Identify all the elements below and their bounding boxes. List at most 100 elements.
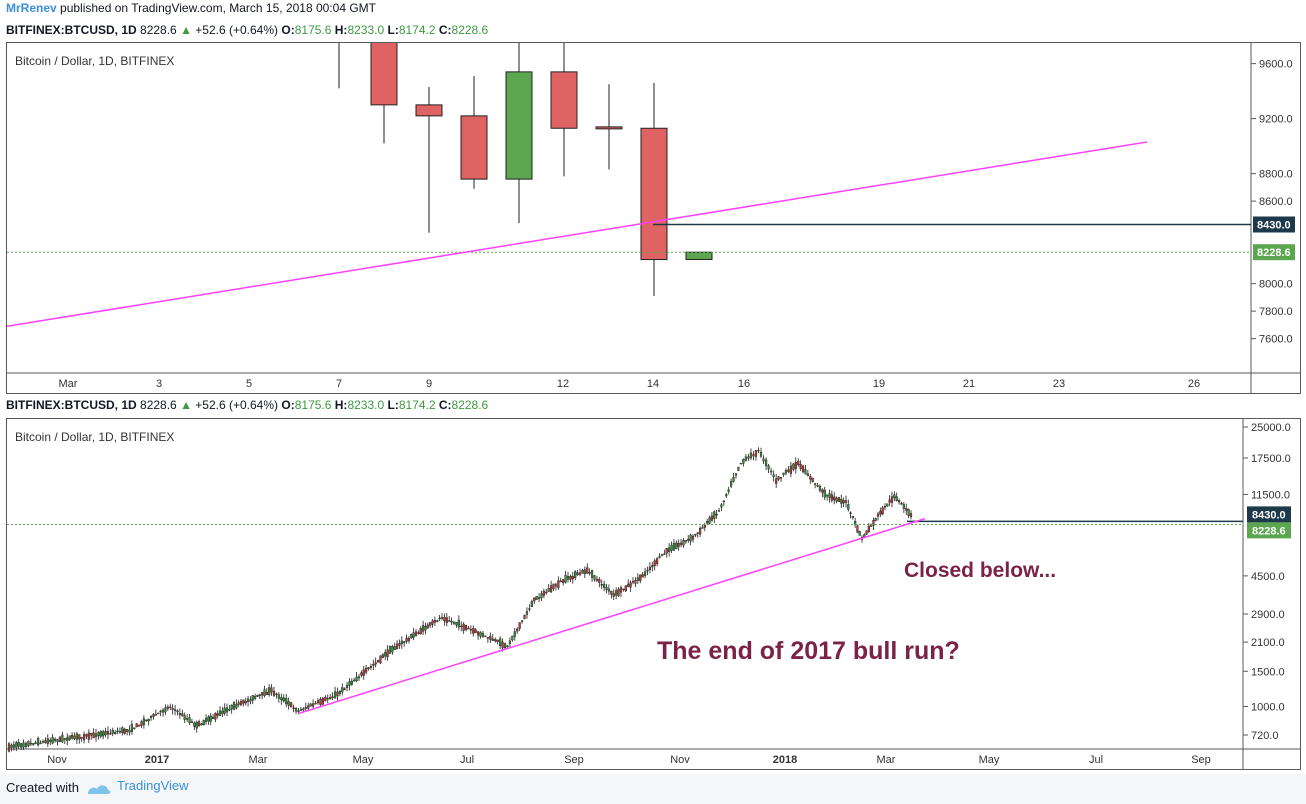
candle-body [130, 724, 133, 732]
candle-body [381, 654, 384, 658]
candle-body [294, 707, 298, 712]
candle-body [22, 742, 25, 748]
candle-body [876, 513, 880, 517]
candle-body [679, 542, 683, 545]
author-link[interactable]: MrRenev [6, 1, 57, 15]
candle-body [564, 575, 567, 583]
high-value: 8233.0 [347, 23, 385, 37]
change-value: +52.6 (+0.64%) [195, 23, 279, 37]
candle-body [605, 586, 608, 591]
candle-body [197, 721, 201, 727]
candle-body [837, 497, 841, 502]
candle-body [82, 734, 86, 741]
candle-body [717, 510, 721, 512]
trendline [297, 517, 926, 715]
publish-text: published on TradingView.com, March 15, … [60, 1, 376, 15]
candle-body [419, 628, 422, 635]
candle-body [282, 697, 285, 702]
candle-body [472, 628, 475, 634]
candle-body [15, 742, 18, 748]
candle-body [646, 569, 649, 572]
candle-body [777, 476, 780, 480]
candle-body [424, 625, 427, 631]
candle-body [20, 743, 23, 748]
candle-body [754, 450, 758, 457]
trendline [6, 141, 1148, 327]
candle-body [140, 721, 143, 726]
x-tick-label: 26 [1188, 378, 1200, 390]
candle-body [37, 738, 40, 746]
high-label: H: [334, 23, 348, 37]
close-label: C: [438, 398, 452, 412]
candle-body [436, 620, 439, 622]
candle-body [58, 736, 62, 742]
candle-body [598, 578, 601, 583]
candle-body [694, 534, 697, 536]
candle-body [353, 679, 356, 682]
y-tick-label: 720.0 [1251, 730, 1279, 742]
candle-body [39, 742, 42, 745]
candle-body [486, 637, 489, 639]
candle-body [457, 619, 460, 628]
candle-body [849, 512, 852, 514]
candle-body [341, 687, 344, 693]
last-value: 8228.6 [140, 23, 177, 37]
candle-body [173, 709, 177, 711]
candle-body [398, 643, 401, 646]
candle-body [491, 638, 494, 641]
candle-body [779, 476, 783, 479]
candle-body [66, 737, 69, 741]
candle-body [856, 525, 859, 533]
candle-body [345, 684, 349, 689]
candle-body [280, 697, 283, 701]
x-tick-label: 16 [738, 378, 750, 390]
last-price-tag [1247, 522, 1291, 539]
candle-body [787, 469, 790, 472]
last-value: 8228.6 [140, 398, 177, 412]
candle-body [670, 544, 673, 551]
candle-body [46, 738, 49, 744]
candle-body [367, 667, 370, 670]
candle-body [867, 525, 870, 533]
candle-body [114, 732, 117, 734]
candle-body [147, 718, 150, 722]
candle-body [299, 709, 303, 711]
candle-body [157, 712, 160, 715]
candle-body [433, 619, 437, 623]
x-tick-label: Mar [59, 378, 78, 390]
candle-body [307, 705, 310, 709]
bottom-chart-panel[interactable]: Bitcoin / Dollar, 1D, BITFINEX Closed be… [6, 418, 1301, 770]
candle-body [169, 706, 172, 709]
tradingview-link[interactable]: TradingView [117, 778, 189, 793]
candle-body [739, 462, 742, 465]
candle-body [154, 714, 157, 716]
candle-body [665, 548, 668, 554]
candle-body [540, 593, 543, 599]
candle-body [698, 527, 702, 535]
candle-body [230, 704, 233, 710]
candle-body [520, 620, 524, 622]
x-tick-label: 9 [426, 378, 432, 390]
candle-body [258, 694, 261, 697]
candle-body [426, 624, 429, 629]
high-value: 8233.0 [347, 398, 385, 412]
candle-body [121, 727, 124, 733]
candle-body [547, 588, 550, 592]
close-label: C: [438, 23, 452, 37]
candle-body [830, 494, 833, 501]
y-tick-label: 4500.0 [1251, 571, 1285, 583]
candle-body [595, 578, 598, 581]
candle-body [530, 601, 533, 608]
candle-body [94, 733, 98, 738]
candle-body [410, 634, 413, 639]
candle-body [460, 115, 488, 180]
candle-body [44, 740, 47, 743]
candle-body [324, 697, 327, 701]
y-tick-label: 25000.0 [1251, 422, 1291, 434]
candle-body [622, 588, 625, 591]
candle-body [290, 702, 293, 708]
top-chart-panel[interactable]: Bitcoin / Dollar, 1D, BITFINEX 7600.0 780… [6, 21, 1301, 394]
candle-body [879, 510, 882, 515]
candle-body [12, 744, 15, 748]
candle-body [263, 689, 266, 697]
